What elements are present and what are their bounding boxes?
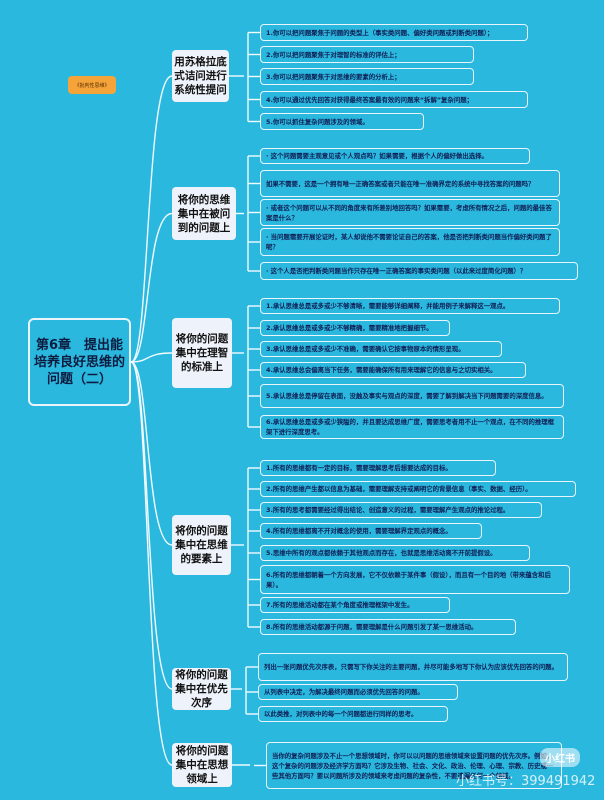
topic-node: 将你的问题集中在思维的要素上	[172, 515, 231, 575]
leaf-node: 3.你可以把问题聚焦于对思维的要素的分析上；	[260, 68, 474, 85]
leaf-node: 4.承认思维总会偏离当下任务，需要能确保所有用来理解它的信息与之切实相关。	[260, 362, 526, 378]
root-connector	[130, 352, 173, 363]
leaf-node: 如果不需要，这是一个拥有唯一正确答案或者只能在唯一准确界定的系统中寻找答案的问题…	[260, 170, 560, 197]
root-connector	[130, 361, 173, 546]
leaf-node: 1.承认思维总是或多或少不够清晰，需要能够详细阐释，并能用例子来解释这一观点。	[260, 298, 560, 314]
book-tag: 《批判性思维》	[68, 76, 116, 94]
topic-node: 将你的问题集中在优先次序	[172, 668, 231, 710]
leaf-node: 5.思维中所有的观点都依赖于其他观点而存在，也就是思维活动离不开前提假设。	[260, 545, 530, 561]
leaf-node: 2.你可以把问题聚焦于对理智的标准的评估上；	[260, 46, 474, 63]
leaf-node: 5.承认思维总是停留在表面，没触及事实与观点的深度，需要了解到解决当下问题需要的…	[260, 384, 564, 408]
leaf-node: 4.你可以通过优先回答对获得最终答案最有效的问题来“拆解”复杂问题；	[260, 91, 528, 108]
leaf-node: 从列表中决定，为解决最终问题而必须优先回答的问题。	[258, 684, 458, 700]
leaf-node: 3.所有的思考都需要经过得出结论、创造意义的过程，需要理解产生观点的推论过程。	[260, 502, 542, 518]
leaf-node: · 这个问题需要主观意见或个人观点吗？如果需要，根据个人的偏好做出选择。	[260, 148, 530, 164]
leaf-node: 列出一张问题优先次序表，只需写下你关注的主要问题，并尽可能多地写下你认为应该优先…	[258, 653, 568, 681]
topic-node: 将你的问题集中在思想领域上	[172, 743, 232, 787]
leaf-node: 7.所有的思维活动都在某个角度或推理框架中发生。	[260, 597, 450, 613]
topic-node: 将你的思维集中在被问到的问题上	[172, 187, 236, 240]
root-connector	[130, 361, 173, 690]
watermark-logo: 小红书	[540, 748, 580, 767]
leaf-node: 6.所有的思维都朝着一个方向发展，它不仅依赖于某件事（假设），而且有一个目的地（…	[260, 565, 570, 594]
root-connector	[130, 212, 173, 363]
root-connector	[130, 75, 173, 363]
watermark-id: 小红书号：399491942	[456, 774, 596, 789]
topic-node: 将你的问题集中在理智的标准上	[172, 318, 232, 388]
leaf-node: 1.你可以把问题聚焦于问题的类型上（事实类问题、偏好类问题或判断类问题）；	[260, 24, 528, 41]
leaf-node: 8.所有的思维活动都源于问题，需要理解是什么问题引发了某一思维活动。	[260, 619, 516, 635]
topic-node: 用苏格拉底式诘问进行系统性提问	[172, 50, 229, 102]
leaf-node: 2.所有的思维产生都以信息为基础，需要理解支持或阐明它的背景信息（事实、数据、经…	[260, 481, 576, 497]
leaf-node: 5.你可以抓住复杂问题涉及的领域。	[260, 113, 424, 130]
leaf-node: 以此类推，对列表中的每一个问题都进行同样的思考。	[258, 706, 448, 722]
leaf-node: · 这个人是否把判断类问题当作只存在唯一正确答案的事实类问题（以此来过度简化问题…	[260, 262, 578, 280]
root-node: 第6章 提出能培养良好思维的问题（二）	[28, 318, 131, 406]
leaf-node: 2.承认思维总是或多或少不够精确，需要精准地把握细节。	[260, 320, 450, 336]
leaf-node: 4.所有的思维都离不开对概念的使用，需要理解界定观点的概念。	[260, 523, 482, 539]
leaf-node: · 或者这个问题可以从不同的角度来有所差别地回答吗？如果需要，考虑所有情况之后，…	[260, 199, 560, 226]
root-connector	[130, 361, 173, 766]
leaf-node: 6.承认思维总是或多或少狭隘的，并且要达成思维广度，需要思考者用不止一个观点，在…	[260, 415, 564, 439]
leaf-node: 当你的复杂问题涉及不止一个思想领域时，你可以以问题的思维领域来设置问题的优先次序…	[266, 742, 562, 789]
leaf-node: 1.所有的思维都有一定的目标，需要理解思考后想要达成的目标。	[260, 460, 496, 476]
leaf-node: 3.承认思维总是或多或少不准确，需要确认它按事物原本的情形呈现。	[260, 341, 502, 357]
leaf-node: · 当问题需要开展论证时，某人却说他不需要论证自己的答案，他是否把判断类问题当作…	[260, 228, 560, 256]
